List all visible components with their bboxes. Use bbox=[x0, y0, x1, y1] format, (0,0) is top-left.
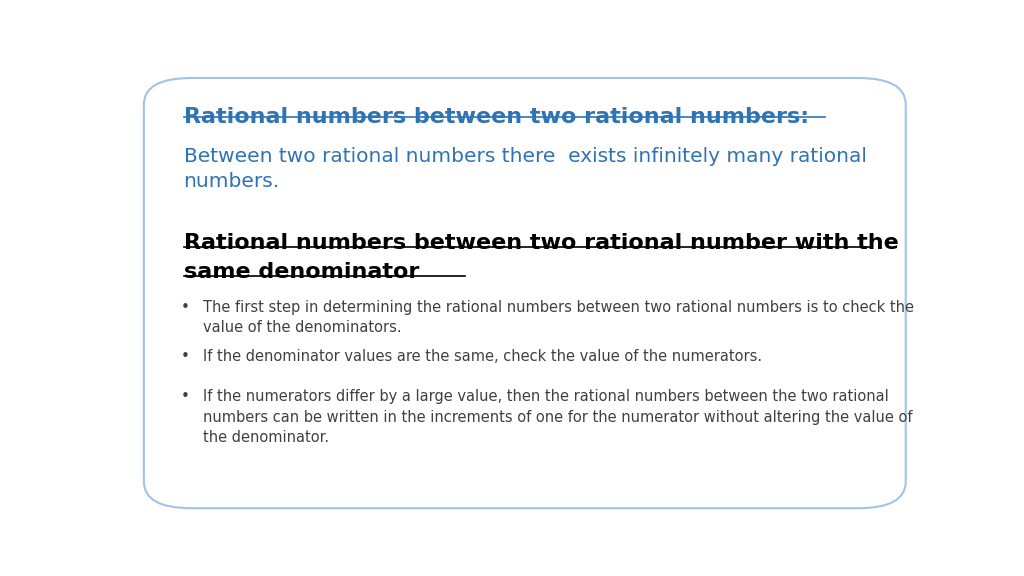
Text: •: • bbox=[181, 300, 190, 314]
Text: •: • bbox=[181, 350, 190, 365]
Text: Rational numbers between two rational numbers:: Rational numbers between two rational nu… bbox=[183, 107, 809, 127]
Text: Rational numbers between two rational number with the: Rational numbers between two rational nu… bbox=[183, 233, 898, 253]
Text: If the denominator values are the same, check the value of the numerators.: If the denominator values are the same, … bbox=[204, 350, 763, 365]
Text: Between two rational numbers there  exists infinitely many rational
numbers.: Between two rational numbers there exist… bbox=[183, 147, 866, 191]
Text: If the numerators differ by a large value, then the rational numbers between the: If the numerators differ by a large valu… bbox=[204, 389, 912, 445]
Text: same denominator: same denominator bbox=[183, 262, 419, 282]
Text: The first step in determining the rational numbers between two rational numbers : The first step in determining the ration… bbox=[204, 300, 914, 335]
FancyBboxPatch shape bbox=[143, 78, 905, 508]
Text: •: • bbox=[181, 389, 190, 404]
